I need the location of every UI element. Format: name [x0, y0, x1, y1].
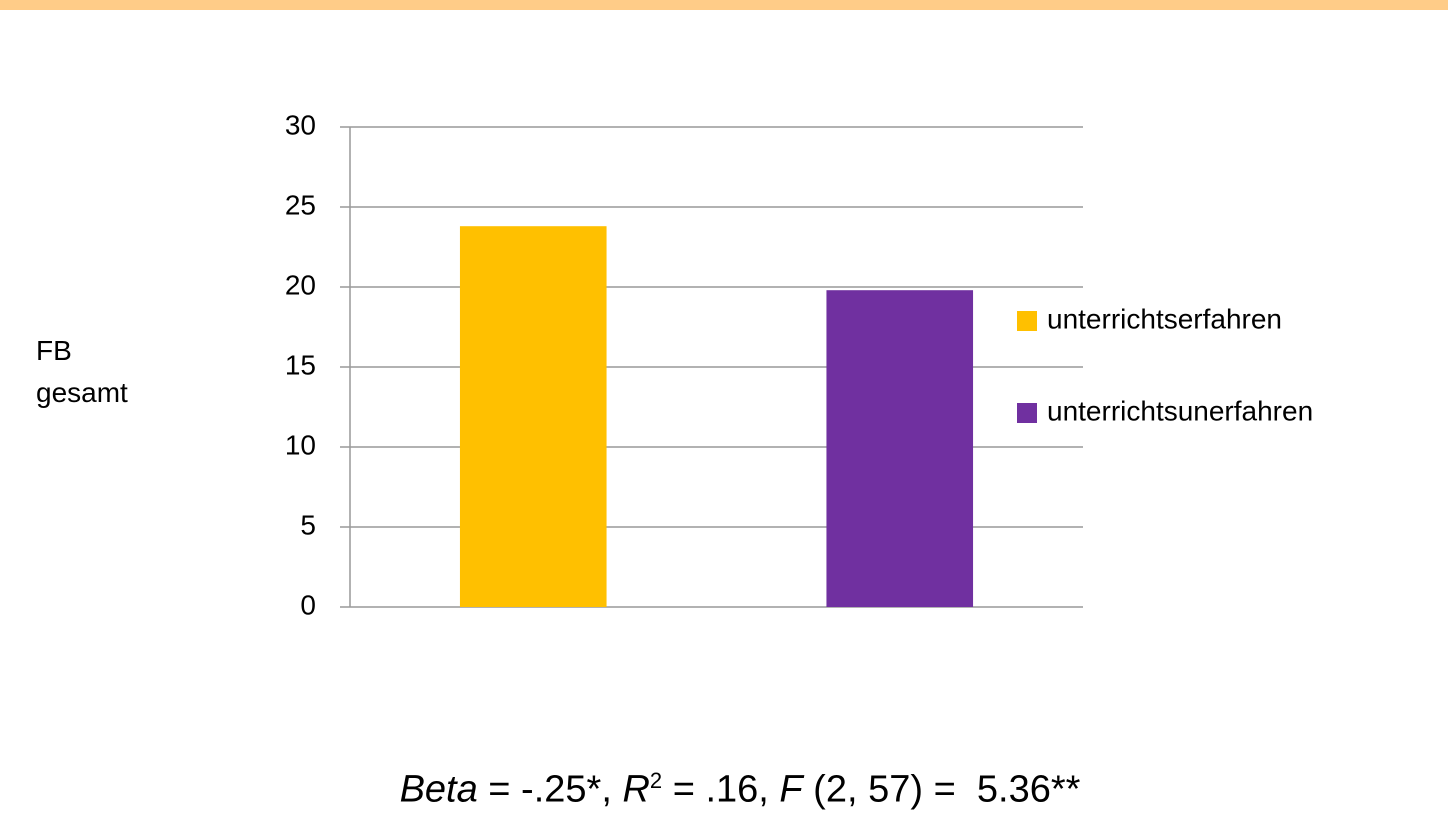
- annotation-text: (2, 57) = 5.36**: [802, 768, 1081, 811]
- legend-label: unterrichtsunerfahren: [1047, 395, 1313, 426]
- y-tick-label: 25: [285, 189, 316, 220]
- annotation-text: 2: [649, 768, 663, 793]
- y-tick-label: 15: [285, 349, 316, 380]
- bar: [826, 290, 974, 607]
- annotation-text: = -.25*,: [477, 768, 623, 811]
- annotation-text: Beta: [399, 768, 478, 811]
- legend-label: unterrichtserfahren: [1047, 303, 1282, 334]
- legend-swatch: [1017, 311, 1037, 331]
- y-axis-label: FB gesamt: [36, 335, 128, 408]
- annotation-text: = .16,: [662, 768, 780, 811]
- annotation: Beta = -.25*, R2 = .16, F (2, 57) = 5.36…: [0, 768, 1448, 812]
- bar: [459, 226, 607, 607]
- y-tick-label: 30: [285, 109, 316, 140]
- y-tick-label: 5: [300, 509, 316, 540]
- y-tick-label: 20: [285, 269, 316, 300]
- y-tick-label: 0: [300, 589, 316, 620]
- y-tick-label: 10: [285, 429, 316, 460]
- annotation-text: F: [779, 768, 803, 811]
- legend-swatch: [1017, 403, 1037, 423]
- header-stripe: [0, 0, 1448, 10]
- annotation-text: R: [622, 768, 650, 811]
